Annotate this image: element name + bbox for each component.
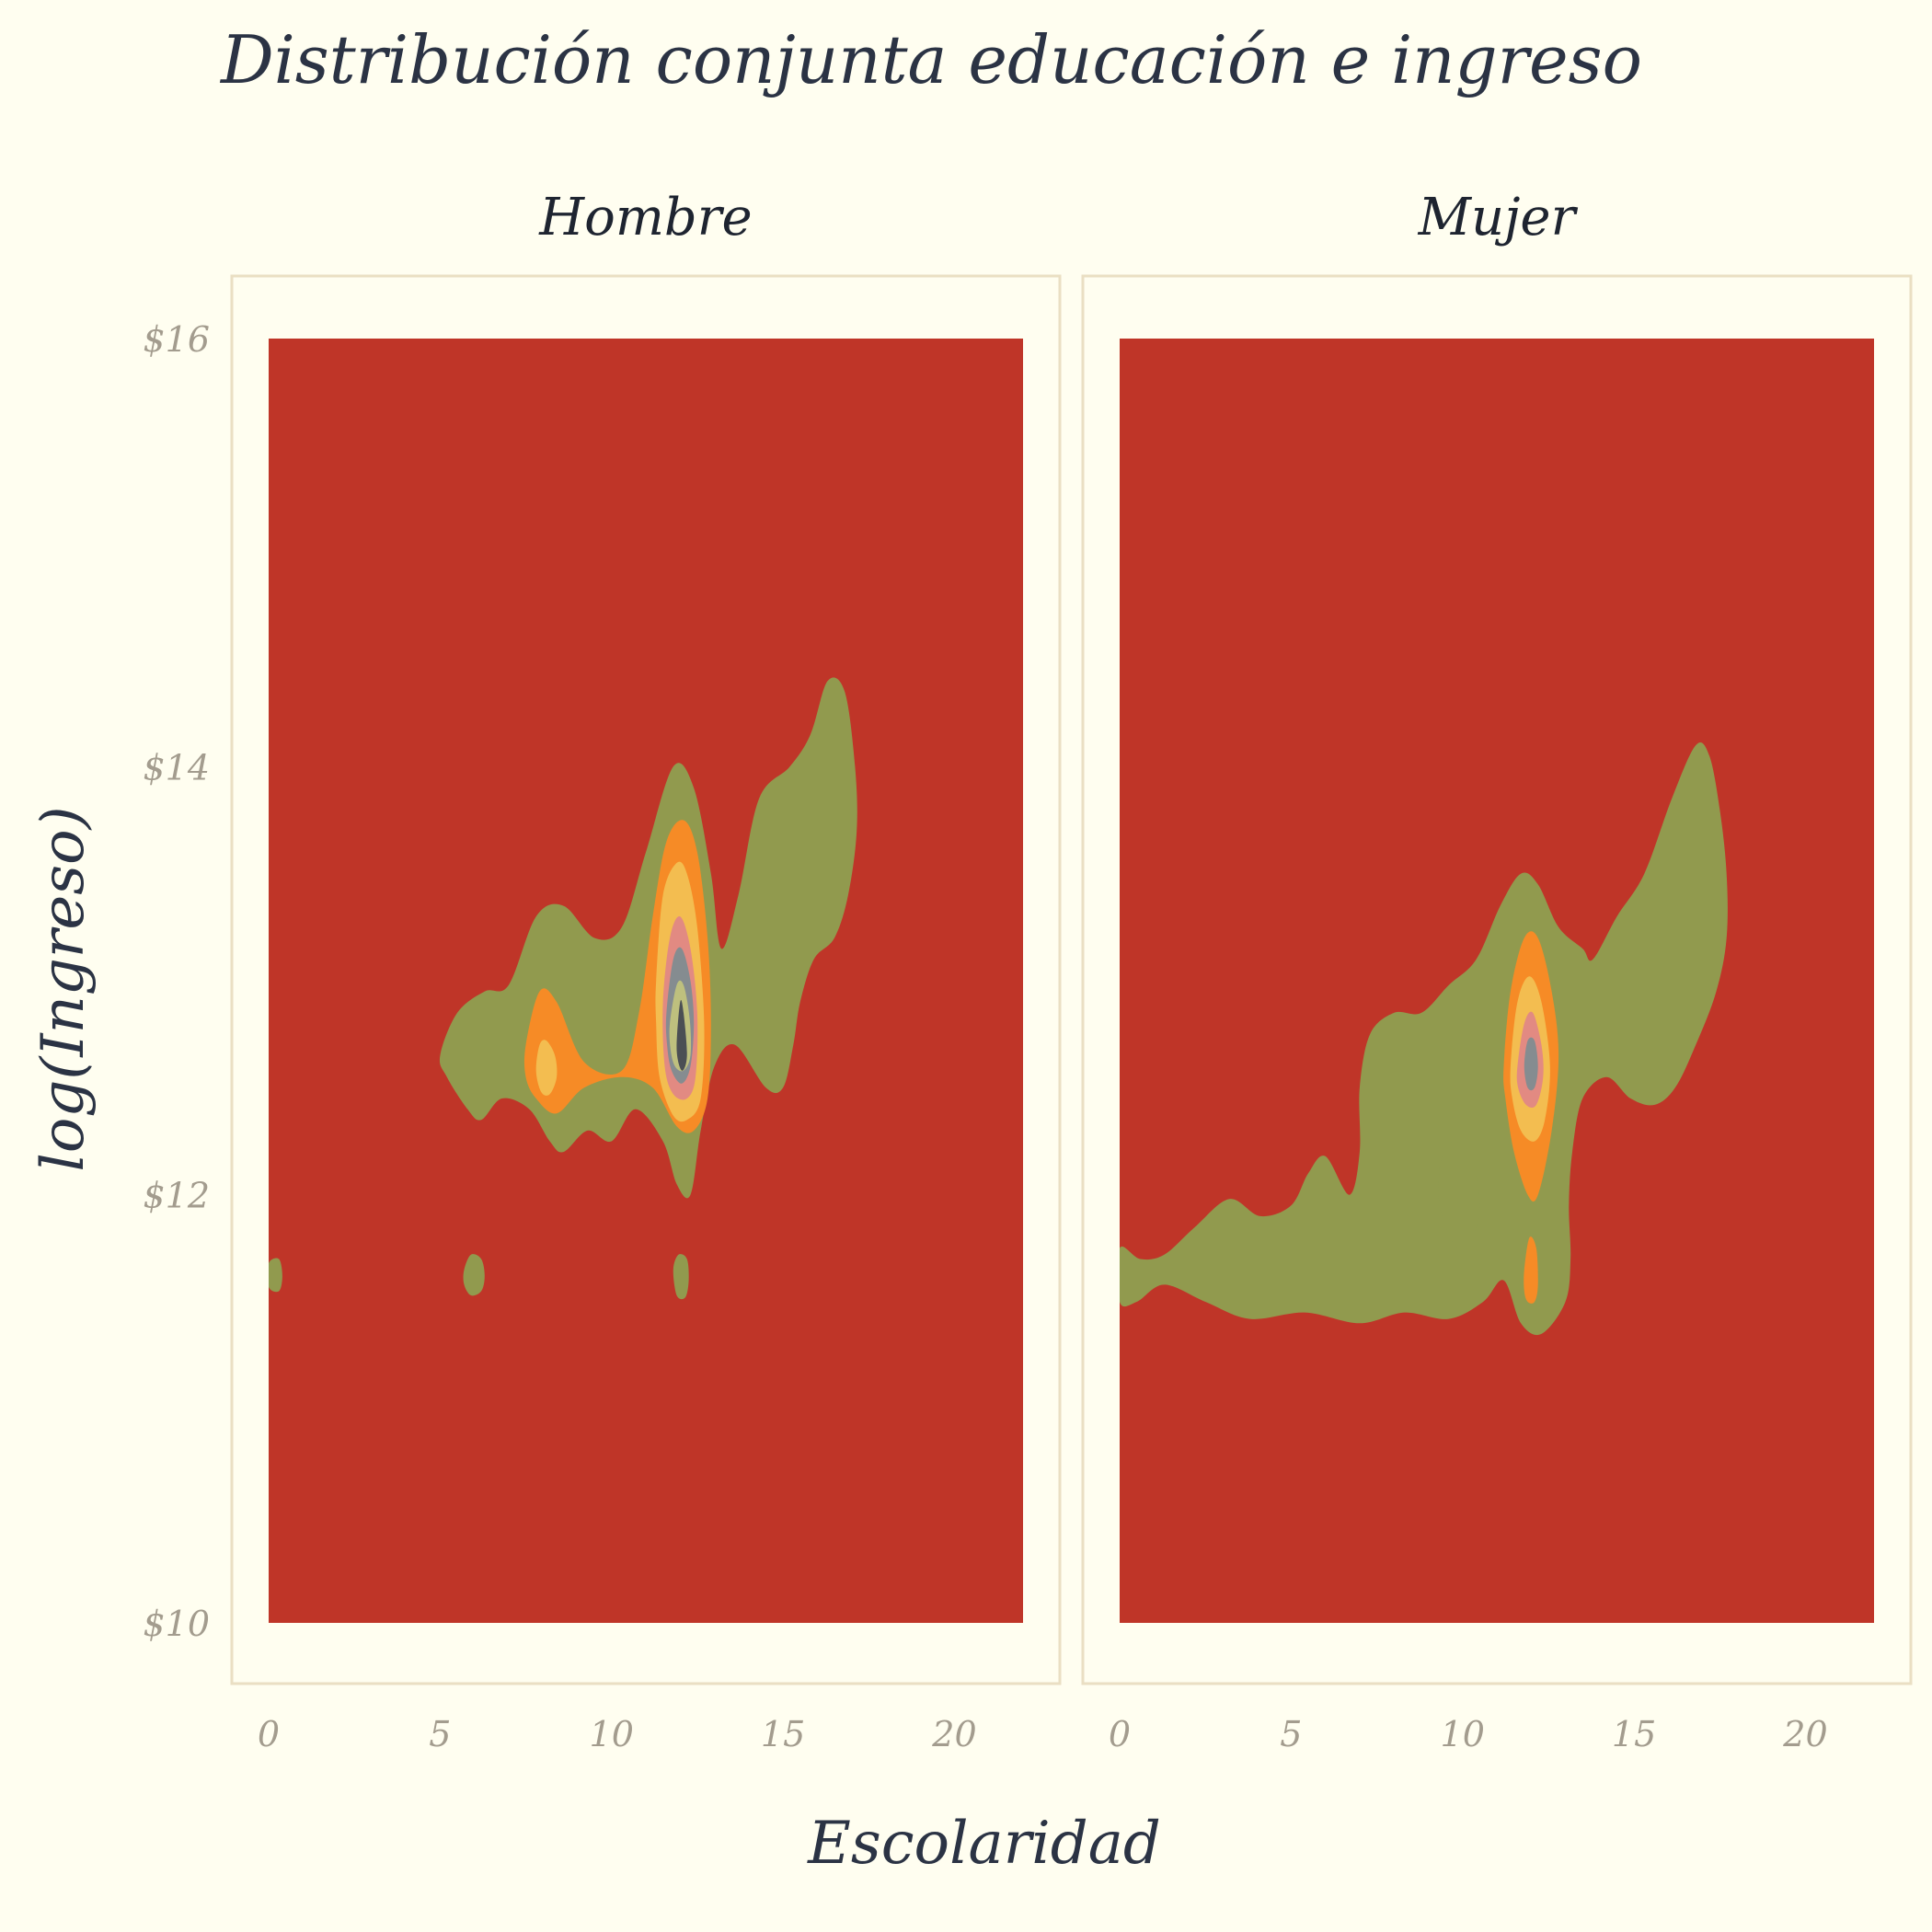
x-tick-label: 10 [590, 1714, 634, 1754]
y-axis-title: log(Ingreso) [29, 806, 98, 1171]
chart-title: Distribución conjunta educación e ingres… [219, 21, 1642, 98]
facet-panel-mujer: Mujer 0 5 10 15 20 [1081, 188, 1913, 1754]
contour-level-1 [673, 1254, 689, 1300]
contour-level-2 [1524, 1236, 1538, 1304]
facet-panel-hombre: Hombre 0 5 10 15 20 $10 $12 $14 $16 [143, 188, 1062, 1754]
panel-frame [230, 274, 1062, 1685]
x-tick-label: 0 [1109, 1714, 1131, 1754]
contour-level-1 [463, 1254, 485, 1296]
contour-group [269, 677, 857, 1300]
y-tick-label: $16 [143, 319, 210, 360]
contour-group [1120, 742, 1728, 1336]
facet-strip-label: Hombre [538, 188, 752, 247]
contour-level-1 [1120, 742, 1728, 1336]
contour-level-1 [269, 1258, 282, 1293]
y-tick-label: $14 [143, 747, 210, 788]
x-tick-label: 5 [1280, 1714, 1302, 1754]
x-tick-label: 15 [761, 1714, 805, 1754]
x-tick-label: 10 [1441, 1714, 1485, 1754]
x-tick-label: 5 [429, 1714, 451, 1754]
x-axis-title: Escolaridad [807, 1810, 1161, 1878]
y-tick-label: $10 [143, 1604, 210, 1644]
contour-level-5 [1524, 1037, 1538, 1091]
facets-layer: Hombre 0 5 10 15 20 $10 $12 $14 $16 Mujer 0 5 10 15 20 [143, 188, 1913, 1754]
panel-frame [1081, 274, 1913, 1685]
contour-level-3 [535, 1040, 558, 1096]
contour-level-7 [676, 999, 687, 1071]
contour-level-1 [1438, 1141, 1480, 1249]
x-tick-label: 20 [1782, 1714, 1827, 1754]
facet-strip-label: Mujer [1418, 188, 1579, 247]
x-tick-label: 15 [1612, 1714, 1656, 1754]
y-tick-label: $12 [143, 1176, 210, 1216]
x-tick-label: 0 [258, 1714, 280, 1754]
x-tick-label: 20 [931, 1714, 976, 1754]
